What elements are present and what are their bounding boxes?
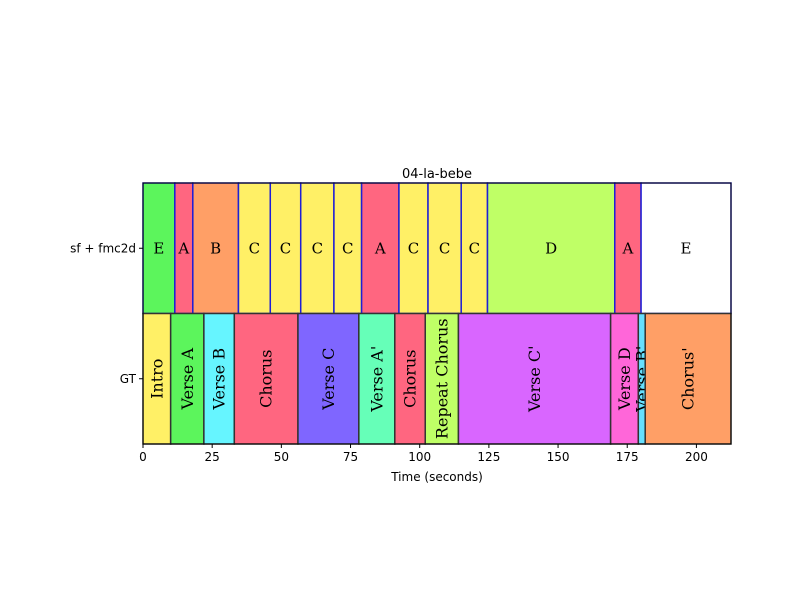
y-tick-label: GT <box>120 372 137 386</box>
segment-label: Verse C <box>319 348 338 411</box>
segment-bar <box>424 312 460 445</box>
segment-label: C <box>408 239 419 257</box>
segment-bar <box>457 312 612 445</box>
segment-bar <box>640 182 732 315</box>
segment-label: C <box>249 239 260 257</box>
segment-label: C <box>469 239 480 257</box>
x-tick-label: 150 <box>547 450 570 464</box>
x-tick-label: 175 <box>616 450 639 464</box>
segment-label: E <box>681 239 692 257</box>
row-1: Intro Verse A Verse B Chorus Verse C Verse A'… <box>142 312 732 445</box>
segment-label: A <box>374 239 386 257</box>
segment-label: B <box>210 239 221 257</box>
segment-label: Repeat Chorus <box>432 318 451 439</box>
segment-label: Verse A <box>178 348 197 411</box>
segment-bar <box>237 182 272 315</box>
chart-title: 04-la-bebe <box>402 167 472 182</box>
plot-frame <box>142 182 732 445</box>
segment-label: C <box>312 239 323 257</box>
segment-bar <box>398 182 429 315</box>
axes-layer: sf + fmc2d GT 0 25 50 75 100 125 150 175 200 <box>70 182 732 464</box>
segment-bar <box>203 312 236 445</box>
segment-label: Verse B <box>210 348 229 411</box>
segment-bar <box>609 312 640 445</box>
segment-bar <box>142 312 172 445</box>
segment-label: A <box>622 239 634 257</box>
x-tick-label: 200 <box>685 450 708 464</box>
segment-bar <box>358 312 396 445</box>
segment-label: Intro <box>147 359 166 399</box>
x-tick-label: 25 <box>205 450 220 464</box>
segment-bar <box>427 182 462 315</box>
x-tick-label: 50 <box>274 450 289 464</box>
segment-label: D <box>545 239 557 257</box>
segment-label: Verse C' <box>525 345 544 413</box>
segment-label: A <box>177 239 189 257</box>
x-tick-label: 125 <box>477 450 500 464</box>
segment-label: Chorus <box>257 350 276 408</box>
x-tick-label: 75 <box>343 450 358 464</box>
segment-label: C <box>439 239 450 257</box>
x-tick-label: 100 <box>408 450 431 464</box>
y-tick-label: sf + fmc2d <box>70 241 136 255</box>
segment-bar <box>614 182 642 315</box>
segment-label: C <box>342 239 353 257</box>
segment-label: Chorus <box>401 350 420 408</box>
segment-bar <box>297 312 360 445</box>
segment-label: C <box>280 239 291 257</box>
segment-bar <box>233 312 299 445</box>
x-axis-label: Time (seconds) <box>390 470 483 484</box>
segment-label: E <box>153 239 164 257</box>
segment-label: Verse D <box>615 347 634 411</box>
segment-bar <box>169 312 205 445</box>
segment-label: Chorus' <box>679 347 698 410</box>
segment-label: Verse A' <box>367 346 386 413</box>
x-tick-label: 0 <box>139 450 147 464</box>
